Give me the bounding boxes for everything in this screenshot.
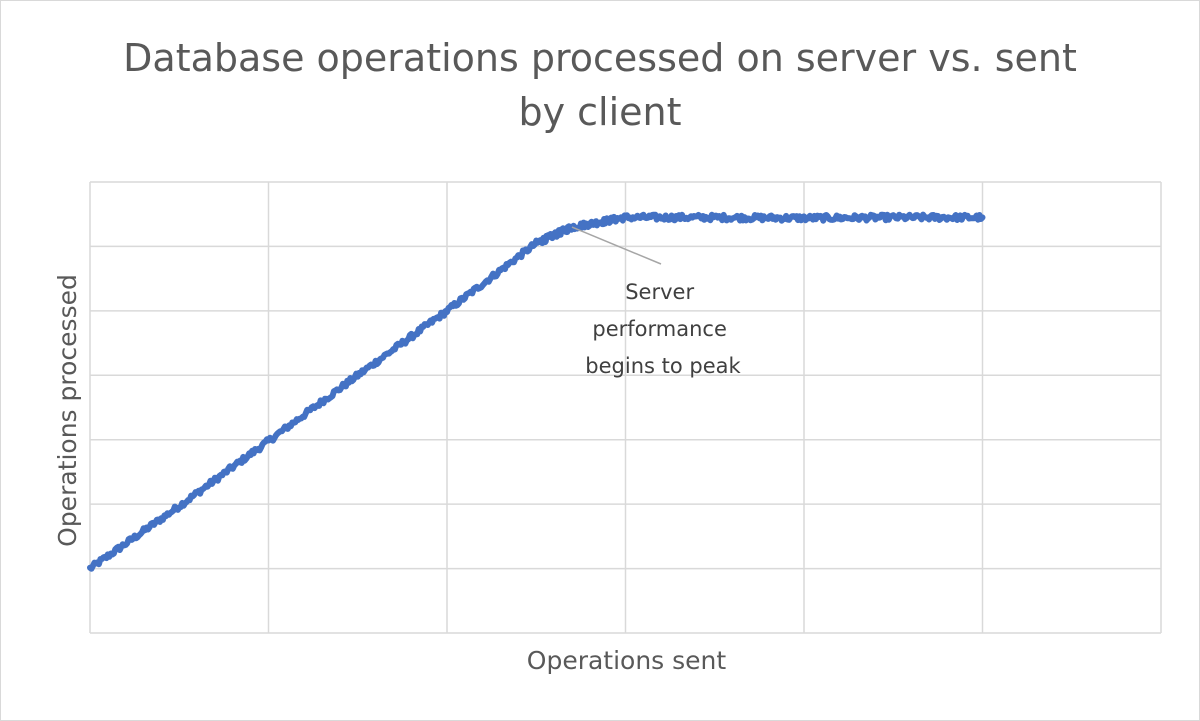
annotation-line-1: Server bbox=[625, 280, 694, 304]
gridlines bbox=[89, 181, 1162, 634]
series-line bbox=[87, 211, 986, 572]
annotation-line-2: performance bbox=[592, 317, 727, 341]
annotation-layer: Server performance begins to peak bbox=[571, 226, 742, 378]
y-axis-label: Operations processed bbox=[53, 274, 82, 547]
x-axis-label: Operations sent bbox=[527, 646, 727, 675]
series-layer bbox=[87, 211, 986, 572]
annotation-line-3: begins to peak bbox=[585, 354, 741, 378]
chart-title-line-1: Database operations processed on server … bbox=[123, 36, 1077, 80]
chart-title-line-2: by client bbox=[518, 90, 682, 134]
annotation-text: Server performance begins to peak bbox=[585, 280, 741, 378]
annotation-leader-line bbox=[571, 226, 662, 265]
chart-title: Database operations processed on server … bbox=[1, 31, 1199, 139]
